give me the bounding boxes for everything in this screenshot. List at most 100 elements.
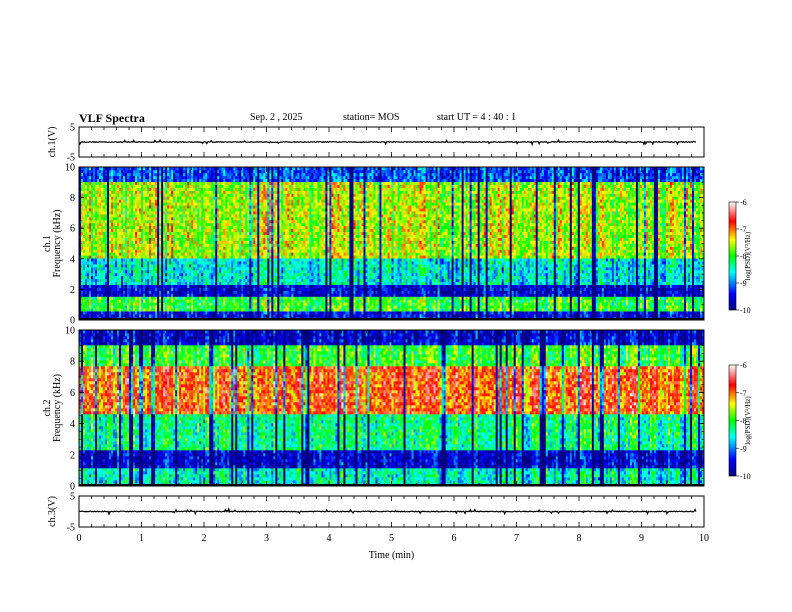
heatmap-cell bbox=[543, 296, 547, 300]
heatmap-cell bbox=[319, 284, 322, 288]
heatmap-cell bbox=[145, 287, 148, 291]
heatmap-cell bbox=[439, 278, 442, 283]
heatmap-cell bbox=[117, 311, 120, 315]
heatmap-cell bbox=[493, 281, 496, 285]
heatmap-cell bbox=[479, 305, 482, 309]
heatmap-cell bbox=[279, 302, 282, 306]
heatmap-cell bbox=[631, 311, 635, 315]
heatmap-cell bbox=[651, 311, 655, 315]
heatmap-cell bbox=[299, 314, 302, 318]
heatmap-cell bbox=[557, 287, 561, 291]
heatmap-cell bbox=[427, 293, 430, 297]
heatmap-cell bbox=[425, 293, 428, 297]
heatmap-cell bbox=[141, 281, 144, 285]
heatmap-cell bbox=[103, 296, 106, 300]
heatmap-cell bbox=[383, 272, 386, 277]
heatmap-cell bbox=[619, 278, 623, 283]
heatmap-cell bbox=[239, 296, 242, 300]
heatmap-cell bbox=[585, 278, 589, 283]
heatmap-cell bbox=[173, 293, 176, 297]
heatmap-cell bbox=[167, 272, 170, 277]
heatmap-cell bbox=[181, 278, 184, 283]
heatmap-cell bbox=[95, 272, 98, 277]
heatmap-cell bbox=[589, 311, 593, 315]
heatmap-cell bbox=[425, 275, 428, 280]
heatmap-cell bbox=[363, 278, 366, 283]
heatmap-cell bbox=[365, 293, 368, 297]
heatmap-cell bbox=[297, 308, 300, 312]
heatmap-cell bbox=[345, 275, 348, 280]
heatmap-cell bbox=[225, 311, 228, 315]
heatmap-cell bbox=[515, 299, 518, 303]
heatmap-cell bbox=[265, 308, 268, 312]
heatmap-cell bbox=[241, 287, 244, 291]
heatmap-cell bbox=[665, 284, 669, 288]
heatmap-cell bbox=[691, 278, 695, 283]
heatmap-cell bbox=[277, 287, 280, 291]
heatmap-cell bbox=[657, 299, 661, 303]
heatmap-cell bbox=[299, 293, 302, 297]
heatmap-cell bbox=[547, 314, 551, 318]
heatmap-cell bbox=[409, 305, 412, 309]
heatmap-cell bbox=[641, 302, 645, 306]
heatmap-cell bbox=[263, 314, 266, 318]
heatmap-cell bbox=[429, 272, 432, 277]
heatmap-cell bbox=[505, 293, 508, 297]
heatmap-cell bbox=[491, 287, 494, 291]
heatmap-cell bbox=[381, 275, 384, 280]
heatmap-cell bbox=[385, 284, 388, 288]
heatmap-cell bbox=[309, 287, 312, 291]
heatmap-cell bbox=[501, 299, 504, 303]
heatmap-cell bbox=[441, 305, 444, 309]
heatmap-cell bbox=[199, 272, 202, 277]
heatmap-cell bbox=[419, 278, 422, 283]
heatmap-cell bbox=[333, 305, 336, 309]
heatmap-cell bbox=[411, 275, 414, 280]
heatmap-cell bbox=[401, 314, 404, 318]
heatmap-cell bbox=[301, 314, 304, 318]
heatmap-cell bbox=[591, 296, 595, 300]
heatmap-cell bbox=[325, 305, 328, 309]
heatmap-cell bbox=[669, 290, 673, 294]
heatmap-cell bbox=[167, 287, 170, 291]
heatmap-cell bbox=[173, 299, 176, 303]
heatmap-cell bbox=[421, 314, 424, 318]
heatmap-cell bbox=[117, 302, 120, 306]
heatmap-cell bbox=[137, 290, 140, 294]
heatmap-cell bbox=[615, 290, 619, 294]
heatmap-cell bbox=[603, 281, 607, 285]
heatmap-cell bbox=[409, 314, 412, 318]
heatmap-cell bbox=[289, 296, 292, 300]
heatmap-cell bbox=[369, 305, 372, 309]
heatmap-cell bbox=[177, 281, 180, 285]
heatmap-cell bbox=[523, 299, 527, 303]
waveform-line bbox=[78, 138, 697, 147]
heatmap-cell bbox=[113, 308, 116, 312]
heatmap-cell bbox=[677, 281, 681, 285]
heatmap-cell bbox=[435, 296, 438, 300]
heatmap-cell bbox=[231, 293, 234, 297]
heatmap-cell bbox=[639, 296, 643, 300]
heatmap-cell bbox=[183, 281, 186, 285]
heatmap-cell bbox=[155, 311, 158, 315]
heatmap-cell bbox=[525, 311, 529, 315]
heatmap-cell bbox=[123, 299, 126, 303]
heatmap-cell bbox=[431, 302, 434, 306]
heatmap-cell bbox=[491, 296, 494, 300]
heatmap-cell bbox=[533, 302, 537, 306]
heatmap-cell bbox=[407, 278, 410, 283]
heatmap-cell bbox=[539, 296, 543, 300]
heatmap-cell bbox=[569, 308, 573, 312]
heatmap-cell bbox=[437, 308, 440, 312]
heatmap-cell bbox=[291, 302, 294, 306]
heatmap-cell bbox=[203, 278, 206, 283]
heatmap-cell bbox=[545, 302, 549, 306]
heatmap-cell bbox=[513, 284, 516, 288]
heatmap-cell bbox=[111, 311, 114, 315]
heatmap-cell bbox=[233, 287, 236, 291]
heatmap-cell bbox=[151, 308, 154, 312]
heatmap-cell bbox=[91, 302, 94, 306]
heatmap-cell bbox=[203, 290, 206, 294]
heatmap-cell bbox=[281, 302, 284, 306]
heatmap-cell bbox=[239, 287, 242, 291]
